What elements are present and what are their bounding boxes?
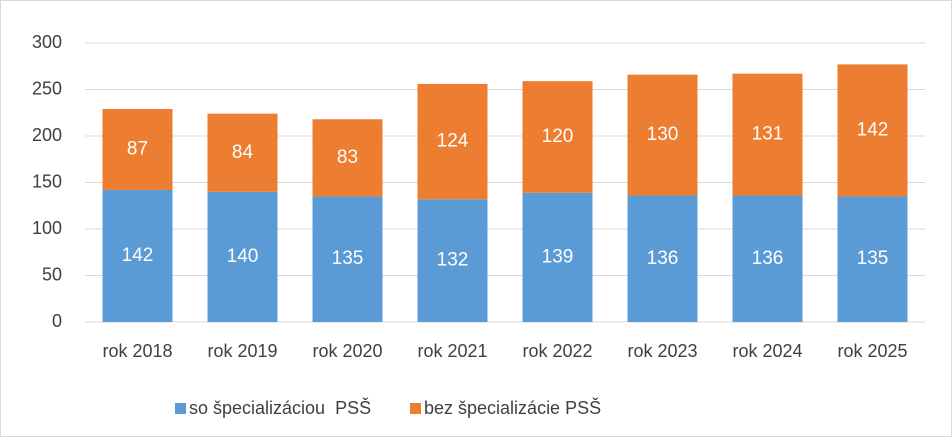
data-label: 130 [647,124,679,145]
data-label: 135 [332,248,364,269]
bar-segment [312,119,383,197]
bar-segment [522,192,593,322]
data-label: 83 [337,147,358,168]
data-label: 142 [857,119,889,140]
y-tick-label: 150 [32,171,62,191]
bar-segment [627,195,698,322]
y-tick-label: 0 [52,311,62,331]
data-label: 124 [437,131,469,152]
bar-segment [102,189,173,322]
bar-segment [837,64,908,197]
bar-segment [207,113,278,192]
data-label: 136 [647,248,679,269]
legend-swatch [175,403,186,414]
x-tick-label: rok 2019 [207,341,277,361]
data-label: 120 [542,126,574,147]
bar-segment [732,195,803,322]
data-label: 140 [227,246,259,267]
x-tick-label: rok 2021 [417,341,487,361]
data-label: 87 [127,139,148,160]
bar-segment [102,109,173,190]
y-tick-label: 200 [32,125,62,145]
x-tick-label: rok 2025 [837,341,907,361]
x-tick-label: rok 2023 [627,341,697,361]
bar-segment [837,196,908,322]
x-tick-label: rok 2024 [732,341,802,361]
y-tick-label: 300 [32,32,62,52]
legend-swatch [410,403,421,414]
data-label: 132 [437,250,469,271]
data-label: 136 [752,248,784,269]
x-tick-label: rok 2020 [312,341,382,361]
data-label: 131 [752,124,784,145]
data-label: 84 [232,142,254,163]
x-tick-label: rok 2022 [522,341,592,361]
data-label: 142 [122,245,154,266]
bar-segment [417,199,488,322]
x-tick-label: rok 2018 [102,341,172,361]
y-tick-label: 50 [42,264,62,284]
bar-segment [417,83,488,200]
legend-label: bez špecializácie PSŠ [424,397,601,418]
bar-segment [312,196,383,322]
bar-segment [522,81,593,193]
legend-label: so špecializáciou PSŠ [189,397,371,418]
data-label: 139 [542,246,574,267]
bar-segment [207,191,278,322]
y-tick-label: 250 [32,78,62,98]
bar-segment [627,74,698,196]
data-label: 135 [857,248,889,269]
bar-segment [732,73,803,196]
y-tick-label: 100 [32,218,62,238]
